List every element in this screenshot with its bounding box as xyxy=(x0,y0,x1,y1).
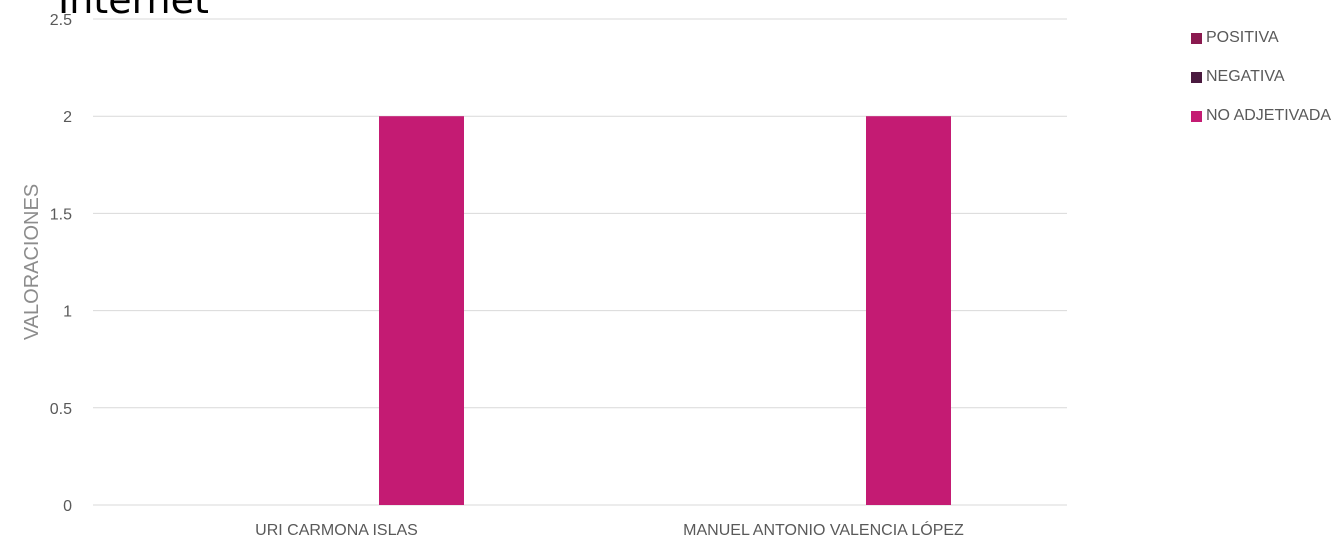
legend-swatch xyxy=(1191,110,1202,122)
y-tick-label: 0.5 xyxy=(50,401,72,418)
legend-swatch xyxy=(1191,71,1202,83)
bar xyxy=(866,116,951,505)
legend-item: NO ADJETIVADA xyxy=(1191,106,1331,126)
legend-item: NEGATIVA xyxy=(1191,67,1331,87)
legend-label: POSITIVA xyxy=(1206,29,1279,46)
x-tick-label: MANUEL ANTONIO VALENCIA LÓPEZ xyxy=(683,520,964,539)
x-tick-label: URI CARMONA ISLAS xyxy=(255,522,418,539)
bars-layer xyxy=(379,116,951,505)
y-tick-label: 0 xyxy=(63,498,72,515)
legend-item: POSITIVA xyxy=(1191,28,1331,48)
y-tick-label: 2.5 xyxy=(50,12,72,29)
legend-label: NEGATIVA xyxy=(1206,68,1285,85)
bar xyxy=(379,116,464,505)
y-tick-label: 1.5 xyxy=(50,206,72,223)
y-axis-label: VALORACIONES xyxy=(21,184,43,340)
legend-swatch xyxy=(1191,32,1202,44)
y-tick-label: 1 xyxy=(63,304,72,321)
y-tick-label: 2 xyxy=(63,109,72,126)
page-title: Internet xyxy=(58,0,209,22)
legend: POSITIVA NEGATIVA NO ADJETIVADA xyxy=(1191,28,1331,145)
y-tick-labels: 0 0.5 1 1.5 2 2.5 xyxy=(50,12,72,515)
legend-label: NO ADJETIVADA xyxy=(1206,107,1332,124)
x-tick-labels: URI CARMONA ISLAS MANUEL ANTONIO VALENCIA… xyxy=(255,520,964,539)
